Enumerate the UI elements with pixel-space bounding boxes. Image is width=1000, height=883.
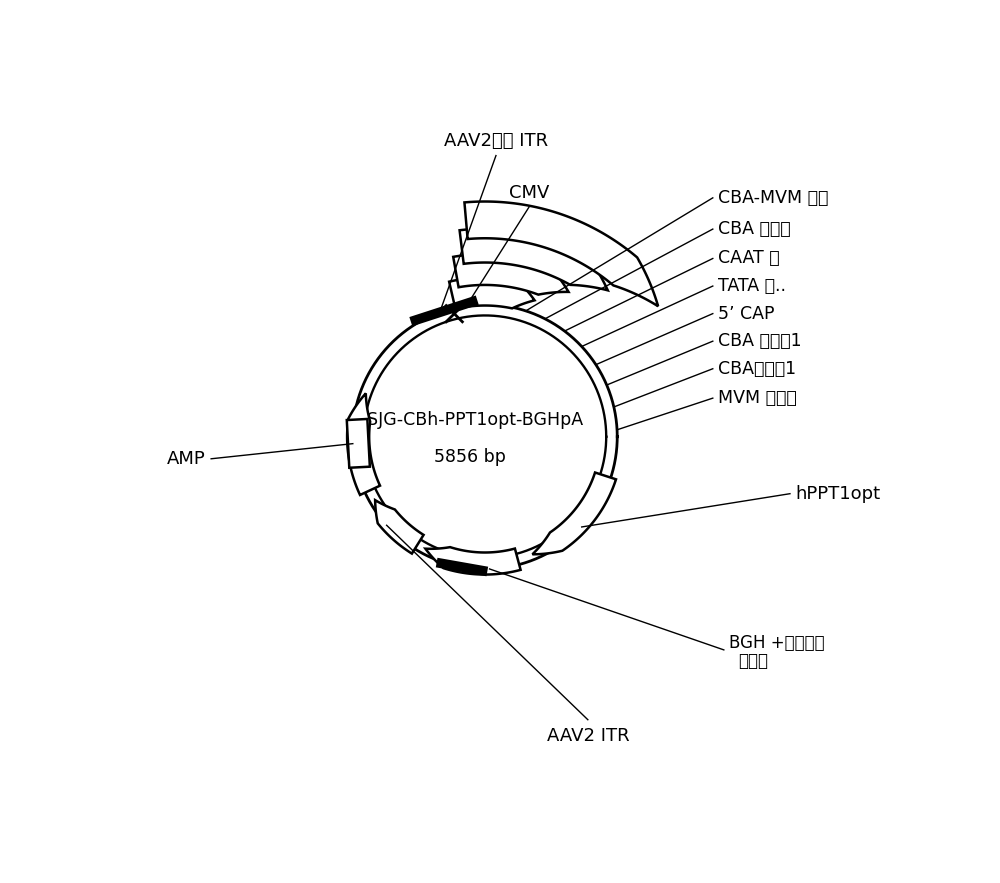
Polygon shape	[425, 547, 521, 575]
Text: AAV2 ITR: AAV2 ITR	[547, 727, 629, 745]
Text: pSJG-CBh-PPT1opt-BGHpA: pSJG-CBh-PPT1opt-BGHpA	[357, 411, 584, 429]
Polygon shape	[532, 472, 616, 555]
Text: 化位点: 化位点	[739, 652, 769, 670]
Polygon shape	[347, 393, 380, 495]
Text: 5856 bp: 5856 bp	[434, 448, 506, 466]
Text: CBA外显子1: CBA外显子1	[718, 359, 796, 378]
Text: BGH +多腺苷酸: BGH +多腺苷酸	[729, 633, 825, 652]
Text: CBA 内含子1: CBA 内含子1	[718, 332, 802, 351]
Text: AAV2突变 ITR: AAV2突变 ITR	[444, 132, 548, 150]
Text: CBA-MVM 杂合: CBA-MVM 杂合	[718, 189, 829, 207]
Polygon shape	[347, 419, 370, 468]
Polygon shape	[453, 254, 569, 295]
Text: MVM 内含子: MVM 内含子	[718, 389, 797, 407]
Text: 5’ CAP: 5’ CAP	[718, 305, 775, 322]
Polygon shape	[460, 229, 608, 291]
Text: CMV: CMV	[509, 184, 549, 201]
Polygon shape	[375, 500, 424, 554]
Text: CBA 启动子: CBA 启动子	[718, 220, 791, 238]
Text: TATA 框..: TATA 框..	[718, 277, 786, 295]
Text: AMP: AMP	[167, 449, 206, 468]
Polygon shape	[464, 201, 658, 306]
Text: CAAT 框: CAAT 框	[718, 250, 780, 268]
Text: hPPT1opt: hPPT1opt	[795, 485, 881, 502]
Polygon shape	[449, 277, 535, 309]
